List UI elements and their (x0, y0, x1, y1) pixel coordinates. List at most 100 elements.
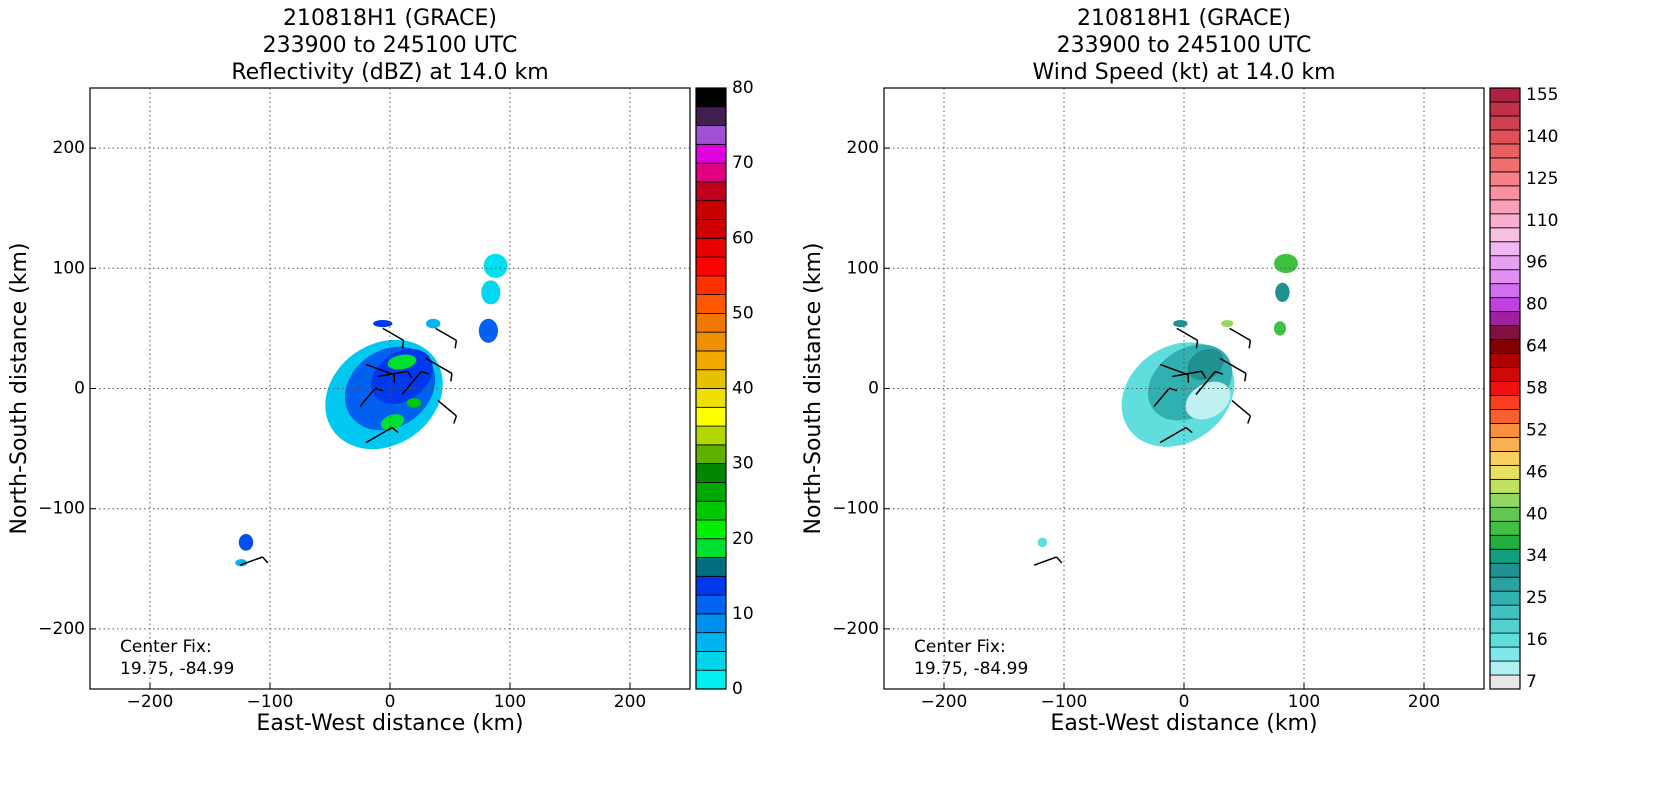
colorbar-tick-label: 110 (1526, 211, 1558, 231)
colorbar-segment (696, 276, 726, 295)
colorbar-segment (1490, 479, 1520, 493)
chart-title: 233900 to 245100 UTC (1057, 33, 1312, 58)
colorbar-segment (696, 595, 726, 614)
echo (1221, 320, 1233, 327)
annotation: 19.75, -84.99 (120, 659, 234, 679)
x-tick-label: 100 (1288, 692, 1320, 712)
colorbar-segment (1490, 591, 1520, 605)
echo (1274, 254, 1298, 273)
colorbar-segment (1490, 270, 1520, 284)
wind-barb (436, 328, 457, 340)
wind-barb (1034, 557, 1057, 565)
colorbar-segment (696, 464, 726, 483)
colorbar-segment (696, 163, 726, 182)
colorbar-segment (1490, 507, 1520, 521)
colorbar-tick-label: 60 (732, 228, 754, 248)
colorbar-segment (696, 576, 726, 595)
echo (1274, 321, 1286, 335)
colorbar-tick-label: 34 (1526, 546, 1548, 566)
colorbar-tick-label: 0 (732, 679, 743, 699)
colorbar-segment (1490, 214, 1520, 228)
x-tick-label: 0 (385, 692, 396, 712)
y-tick-label: 100 (53, 258, 85, 278)
colorbar-segment (696, 332, 726, 351)
colorbar-tick-label: 80 (1526, 295, 1548, 315)
plot-area (235, 254, 507, 567)
colorbar-segment (696, 426, 726, 445)
colorbar-tick-label: 46 (1526, 462, 1548, 482)
colorbar-segment (1490, 284, 1520, 298)
colorbar-tick-label: 64 (1526, 337, 1548, 357)
chart-title: 210818H1 (GRACE) (1077, 6, 1291, 31)
echo (239, 534, 253, 551)
colorbar-segment (696, 389, 726, 408)
colorbar-segment (1490, 549, 1520, 563)
chart-title: Reflectivity (dBZ) at 14.0 km (231, 60, 548, 85)
x-tick-label: −100 (1041, 692, 1088, 712)
colorbar-tick-label: 40 (1526, 504, 1548, 524)
y-tick-label: 0 (868, 379, 879, 399)
colorbar-segment (1490, 102, 1520, 116)
colorbar-segment (1490, 409, 1520, 423)
y-axis-label: North-South distance (km) (7, 243, 32, 535)
colorbar-tick-label: 125 (1526, 169, 1558, 189)
colorbar-segment (696, 614, 726, 633)
colorbar-segment (1490, 633, 1520, 647)
y-tick-label: 100 (847, 258, 879, 278)
x-tick-label: 200 (614, 692, 646, 712)
echo (484, 254, 508, 278)
colorbar-tick-label: 40 (732, 379, 754, 399)
colorbar-segment (1490, 577, 1520, 591)
colorbar-tick-label: 58 (1526, 379, 1548, 399)
wind-barb (1249, 340, 1250, 348)
wind-barb (383, 328, 404, 340)
colorbar-segment (1490, 521, 1520, 535)
wind-barb (1248, 416, 1251, 424)
colorbar-tick-label: 96 (1526, 253, 1548, 273)
x-axis-label: East-West distance (km) (256, 711, 523, 736)
colorbar-tick-label: 70 (732, 153, 754, 173)
colorbar-segment (696, 88, 726, 107)
colorbar-tick-label: 50 (732, 303, 754, 323)
colorbar-segment (1490, 144, 1520, 158)
y-tick-label: −100 (38, 499, 85, 519)
y-tick-label: −200 (38, 619, 85, 639)
colorbar-segment (696, 370, 726, 389)
colorbar-segment (1490, 326, 1520, 340)
wind-barb (1232, 401, 1250, 416)
colorbar-segment (1490, 88, 1520, 102)
colorbar-segment (696, 182, 726, 201)
colorbar-segment (1490, 228, 1520, 242)
colorbar-segment (1490, 158, 1520, 172)
colorbar-segment (1490, 256, 1520, 270)
colorbar-segment (696, 558, 726, 577)
wind-barb (454, 416, 457, 424)
colorbar-segment (696, 407, 726, 426)
plot-area (1034, 254, 1298, 565)
colorbar-segment (696, 107, 726, 126)
y-tick-label: −100 (832, 499, 879, 519)
colorbar-segment (1490, 312, 1520, 326)
colorbar-segment (1490, 242, 1520, 256)
colorbar-segment (1490, 423, 1520, 437)
colorbar-tick-label: 80 (732, 78, 754, 98)
echo (1173, 320, 1187, 327)
colorbar-segment (696, 501, 726, 520)
colorbar-tick-label: 16 (1526, 630, 1548, 650)
colorbar-segment (1490, 619, 1520, 633)
wind-barb (1230, 328, 1251, 340)
wind-barb (1245, 373, 1246, 381)
panel: 210818H1 (GRACE)233900 to 245100 UTCWind… (801, 6, 1558, 736)
colorbar-tick-label: 30 (732, 454, 754, 474)
colorbar-segment (1490, 661, 1520, 675)
colorbar-segment (1490, 172, 1520, 186)
colorbar-segment (696, 238, 726, 257)
colorbar-segment (1490, 451, 1520, 465)
colorbar-segment (1490, 437, 1520, 451)
chart-title: 210818H1 (GRACE) (283, 6, 497, 31)
chart-title: 233900 to 245100 UTC (263, 33, 518, 58)
echo (1038, 538, 1048, 548)
colorbar-segment (1490, 605, 1520, 619)
colorbar-segment (1490, 200, 1520, 214)
